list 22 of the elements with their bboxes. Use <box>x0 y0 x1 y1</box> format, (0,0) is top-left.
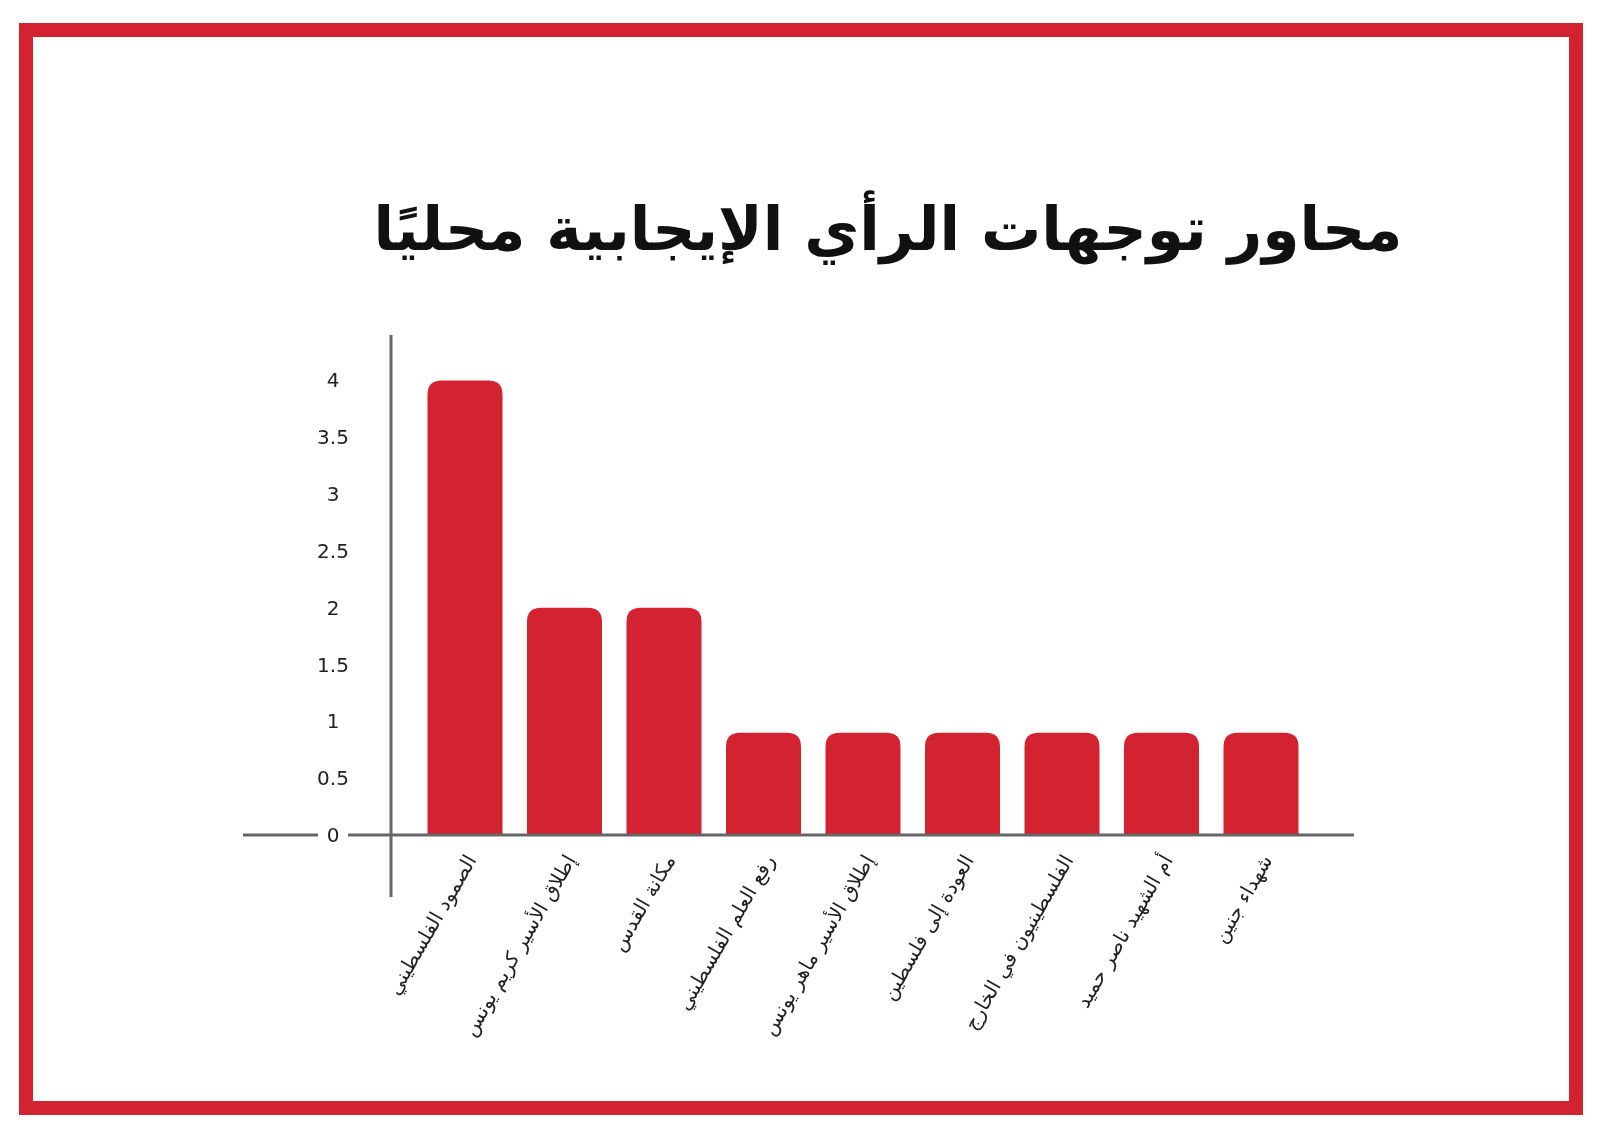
bar <box>726 732 801 835</box>
x-tick-label: شهداء جنين <box>1207 850 1278 947</box>
y-tick-label: 4 <box>326 368 340 393</box>
x-tick-label: مكانة القدس <box>605 850 681 956</box>
bar <box>1223 732 1299 835</box>
y-tick-label: 3 <box>326 482 340 507</box>
y-tick-label: 1.5 <box>317 652 349 677</box>
y-tick-label: 0.5 <box>317 766 349 791</box>
bar <box>427 380 503 835</box>
bar <box>626 607 702 835</box>
bar <box>925 732 1000 835</box>
bar <box>1124 732 1199 835</box>
bar <box>527 607 602 835</box>
bar <box>825 732 901 835</box>
y-tick-label: 2 <box>326 595 340 620</box>
y-tick-label: 1 <box>326 709 340 734</box>
y-tick-label: 2.5 <box>317 538 349 563</box>
y-tick-label: 0 <box>326 823 340 847</box>
bar <box>1024 732 1100 835</box>
chart-title: محاور توجهات الرأي الإيجابية محليًا <box>373 190 1403 265</box>
x-tick-label: الصمود الفلسطيني <box>381 850 483 1000</box>
y-tick-label: 3.5 <box>317 425 349 450</box>
